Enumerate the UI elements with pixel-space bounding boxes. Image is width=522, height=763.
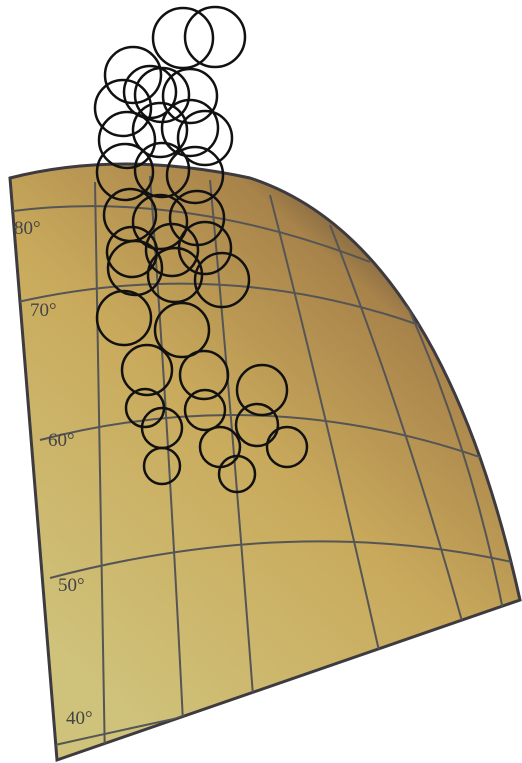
marker-circle	[235, 363, 289, 417]
globe	[8, 162, 522, 763]
latitude-label: 80°	[14, 218, 41, 239]
marker-circle	[165, 145, 225, 205]
marker-circle	[153, 301, 211, 359]
marker-circle	[95, 289, 153, 347]
marker-circle	[146, 246, 204, 304]
marker-circle	[103, 45, 163, 105]
marker-circle	[217, 454, 257, 494]
marker-circle	[120, 343, 174, 397]
marker-circle	[93, 78, 153, 138]
marker-circle	[178, 349, 230, 401]
marker-circle	[106, 239, 164, 297]
marker-circle	[95, 142, 155, 202]
marker-circle	[234, 402, 280, 448]
latitude-label: 40°	[66, 708, 93, 729]
marker-circle	[144, 222, 200, 278]
marker-circle	[265, 425, 309, 469]
marker-circle	[160, 98, 220, 158]
marker-circle	[151, 6, 215, 70]
marker-circle	[193, 251, 251, 309]
marker-circle	[131, 101, 189, 159]
markers	[93, 5, 309, 494]
marker-circle	[183, 388, 227, 432]
marker-circle	[183, 5, 247, 69]
marker-circle	[161, 67, 219, 125]
marker-circle	[133, 141, 191, 199]
marker-circle	[122, 64, 178, 120]
latitude-label: 60°	[48, 430, 75, 451]
marker-circle	[142, 446, 182, 486]
marker-circle	[97, 110, 157, 170]
marker-circle	[131, 193, 189, 251]
latitude-label: 50°	[58, 575, 85, 596]
latitude-label: 70°	[30, 300, 57, 321]
marker-circle	[176, 109, 234, 167]
